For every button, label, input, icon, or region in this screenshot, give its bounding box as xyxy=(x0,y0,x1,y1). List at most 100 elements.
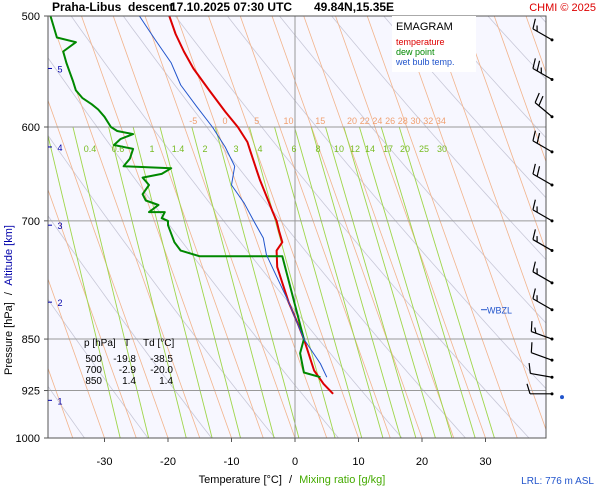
dry-adiabat-line xyxy=(70,16,403,438)
mixing-ratio-label: 14 xyxy=(365,144,375,154)
mixing-ratio-label: 25 xyxy=(419,144,429,154)
legend: EMAGRAM temperature dew point wet bulb t… xyxy=(392,16,476,72)
wind-barb-staff xyxy=(532,271,553,284)
x-axis-title: Temperature [°C] / Mixing ratio [g/kg] xyxy=(199,474,386,486)
x-tick-label: 10 xyxy=(352,456,364,468)
legend-item-wet-bulb: wet bulb temp. xyxy=(395,57,455,67)
wind-barb-origin xyxy=(550,281,554,285)
x-tick-label: 20 xyxy=(416,456,428,468)
isotherm-line xyxy=(112,16,264,438)
mixing-ratio-label: 10 xyxy=(334,144,344,154)
wind-barb xyxy=(532,163,554,187)
altitude-tick-label: 2 xyxy=(57,298,62,308)
isotherm-label: 34 xyxy=(436,116,446,126)
wind-barb-staff xyxy=(532,209,553,222)
wind-barb-origin xyxy=(550,358,554,362)
header-coords: 49.84N,15.35E xyxy=(314,0,394,14)
isotherm-line xyxy=(366,16,518,438)
wind-barb-flag xyxy=(532,199,536,210)
isotherm-label: -5 xyxy=(189,116,197,126)
mixing-ratio-line xyxy=(248,126,336,438)
mixing-ratio-line xyxy=(108,126,187,438)
mixing-ratio-line xyxy=(398,126,495,438)
x-axis-label-sep: / xyxy=(289,474,293,486)
wind-barb xyxy=(534,92,554,119)
isotherm-label: 10 xyxy=(283,116,293,126)
header-station: Praha-Libus xyxy=(52,0,122,14)
isotherm-line xyxy=(493,16,546,163)
mixing-ratio-label: 6 xyxy=(291,144,296,154)
y-tick-label: 1000 xyxy=(16,433,40,445)
isotherm-line xyxy=(335,16,486,438)
svg-text:Pressure [hPa] / A: Pressure [hPa] / Altitude [km] xyxy=(3,225,15,375)
x-tick-label: 30 xyxy=(479,456,491,468)
isotherm-label: 22 xyxy=(360,116,370,126)
wind-barb-flag xyxy=(536,166,541,177)
y-tick-label: 925 xyxy=(22,386,40,398)
wind-barb-staff xyxy=(532,239,553,252)
mixing-ratio-label: 2 xyxy=(202,144,207,154)
wind-barb xyxy=(530,321,554,341)
dry-adiabat-line xyxy=(331,16,546,261)
legend-title: EMAGRAM xyxy=(396,21,453,33)
y-tick-label: 700 xyxy=(22,216,40,228)
mixing-ratio-line xyxy=(343,126,436,438)
wind-barb-flag xyxy=(530,342,533,353)
mixing-ratio-line xyxy=(191,126,275,438)
wind-barb-staff xyxy=(531,352,553,361)
isotherm-line xyxy=(398,16,546,431)
isotherm-line xyxy=(176,16,328,438)
table-cell: -20.0 xyxy=(150,365,173,376)
dry-adiabat-line xyxy=(383,16,546,199)
wind-barb-staff xyxy=(532,298,553,311)
wind-barb-flag xyxy=(532,130,536,141)
wind-barb-staff xyxy=(534,102,553,118)
isotherm-line xyxy=(81,16,232,438)
mixing-ratio-line xyxy=(132,126,213,438)
mixing-ratio-label: 17 xyxy=(383,144,393,154)
wind-barb-origin xyxy=(550,150,554,154)
table-header-t: T xyxy=(124,338,130,349)
dry-adiabat-line xyxy=(48,215,212,438)
series-layer xyxy=(49,16,334,395)
isotherm-label: 24 xyxy=(372,116,382,126)
dry-adiabat-line xyxy=(48,134,276,438)
wind-barb-origin xyxy=(550,337,554,341)
table-cell: 700 xyxy=(85,365,102,376)
table-cell: 1.4 xyxy=(159,376,173,387)
wind-barb xyxy=(530,342,554,362)
isotherm-label: 15 xyxy=(315,116,325,126)
wind-barb-origin xyxy=(550,249,554,253)
isotherm-line xyxy=(208,16,359,438)
legend-item-dew-point: dew point xyxy=(396,47,435,57)
dry-adiabat-line xyxy=(122,16,466,438)
wind-barb xyxy=(532,130,554,154)
isotherm-line xyxy=(48,99,169,438)
x-tick-label: 0 xyxy=(292,456,298,468)
dry-adiabat-line xyxy=(174,16,530,438)
mixing-ratio-label: 3 xyxy=(233,144,238,154)
isotherm-label: 26 xyxy=(385,116,395,126)
wind-barb xyxy=(532,288,554,312)
wind-barb-staff xyxy=(532,140,553,153)
table-cell: 1.4 xyxy=(122,376,136,387)
mixing-ratio-label: 4 xyxy=(257,144,262,154)
altitude-tick-label: 3 xyxy=(57,221,62,231)
table-cell: 500 xyxy=(85,354,102,365)
wind-barb-flag xyxy=(532,261,536,272)
isotherm-label: 20 xyxy=(347,116,357,126)
wind-barb-flag xyxy=(534,327,537,334)
y-axis-title: Pressure [hPa] / Altitude [km] xyxy=(3,225,15,375)
isotherm-line xyxy=(303,16,455,438)
wind-barb-staff xyxy=(531,330,553,340)
mixing-ratio-label: 12 xyxy=(350,144,360,154)
y-axis-label: Pressure [hPa] xyxy=(3,302,15,375)
wind-barb-flag xyxy=(526,383,531,394)
mixing-ratio-label: 30 xyxy=(437,144,447,154)
isotherm-label: 28 xyxy=(398,116,408,126)
wind-barb xyxy=(532,18,554,42)
copyright: CHMI © 2025 xyxy=(529,2,596,14)
plot-frame xyxy=(47,15,547,439)
wind-barb-origin xyxy=(550,308,554,312)
